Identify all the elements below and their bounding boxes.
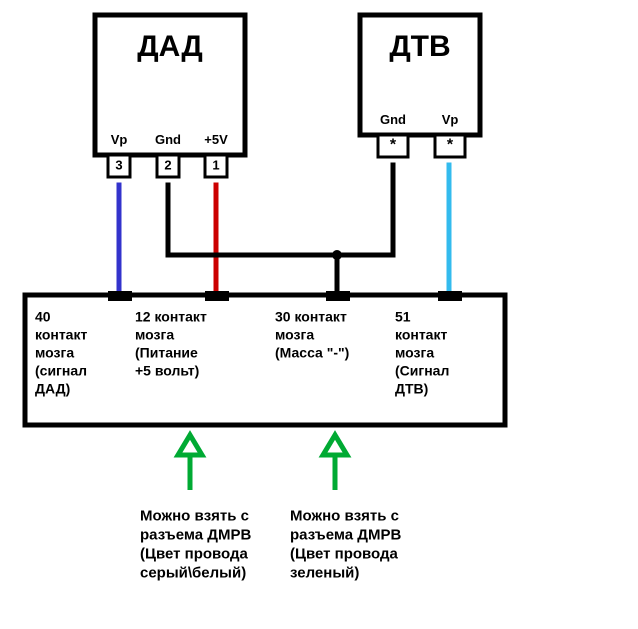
tip-0-line-0: Можно взять с xyxy=(140,507,249,524)
connector-label-0-line-2: мозга xyxy=(35,344,74,360)
tip-1-line-2: (Цвет провода xyxy=(290,545,399,562)
wire-dtv-gnd xyxy=(337,165,393,255)
connector-label-1-line-3: +5 вольт) xyxy=(135,362,199,378)
connector-entry-3 xyxy=(438,291,462,301)
connector-entry-1 xyxy=(205,291,229,301)
connector-label-2-line-0: 30 контакт xyxy=(275,308,347,324)
connector-label-2-line-2: (Масса "-") xyxy=(275,344,349,360)
tip-1-line-1: разъема ДМРВ xyxy=(290,526,401,543)
connector-entry-2 xyxy=(326,291,350,301)
connector-label-0-line-1: контакт xyxy=(35,326,87,342)
connector-label-2-line-1: мозга xyxy=(275,326,314,342)
connector-label-1-line-1: мозга xyxy=(135,326,174,342)
connector-label-0-line-4: ДАД) xyxy=(35,380,70,396)
dtv-pin-label-1: Vp xyxy=(442,112,459,127)
sensor-dad-title: ДАД xyxy=(137,30,203,63)
wire-dad-gnd xyxy=(168,185,337,300)
sensor-dtv-title: ДТВ xyxy=(389,30,450,63)
dad-pin-num-2: 2 xyxy=(164,158,171,173)
tip-1-line-3: зеленый) xyxy=(290,564,359,581)
dad-pin-label-2: Gnd xyxy=(155,132,181,147)
connector-entry-0 xyxy=(108,291,132,301)
arrow-0-head xyxy=(178,435,202,455)
connector-label-1-line-0: 12 контакт xyxy=(135,308,207,324)
connector-label-3-line-0: 51 xyxy=(395,308,411,324)
gnd-junction xyxy=(332,250,342,260)
connector-label-0-line-3: (сигнал xyxy=(35,362,87,378)
connector-label-3-line-3: (Сигнал xyxy=(395,362,449,378)
tip-0-line-1: разъема ДМРВ xyxy=(140,526,251,543)
connector-label-0-line-0: 40 xyxy=(35,308,51,324)
tip-0-line-3: серый\белый) xyxy=(140,564,246,581)
tip-1-line-0: Можно взять с xyxy=(290,507,399,524)
arrow-1-head xyxy=(323,435,347,455)
connector-label-1-line-2: (Питание xyxy=(135,344,198,360)
dtv-pin-label-0: Gnd xyxy=(380,112,406,127)
dad-pin-label-3: Vp xyxy=(111,132,128,147)
dad-pin-num-3: 3 xyxy=(115,158,122,173)
connector-label-3-line-2: мозга xyxy=(395,344,434,360)
dtv-pin-star-0: * xyxy=(390,136,397,153)
connector-label-3-line-4: ДТВ) xyxy=(395,380,428,396)
dtv-pin-star-1: * xyxy=(447,136,454,153)
tip-0-line-2: (Цвет провода xyxy=(140,545,249,562)
dad-pin-num-1: 1 xyxy=(212,158,219,173)
connector-label-3-line-1: контакт xyxy=(395,326,447,342)
dad-pin-label-1: +5V xyxy=(204,132,228,147)
